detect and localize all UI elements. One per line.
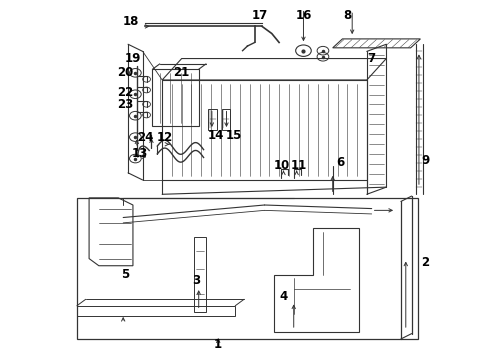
Text: 12: 12	[156, 131, 173, 144]
Bar	[194, 237, 206, 312]
Text: 23: 23	[118, 99, 134, 112]
Text: 10: 10	[273, 159, 290, 172]
Bar	[77, 198, 418, 339]
Text: 24: 24	[137, 131, 153, 144]
Text: 20: 20	[118, 66, 134, 79]
Bar	[152, 69, 199, 126]
Text: 16: 16	[295, 9, 312, 22]
Text: 5: 5	[122, 268, 130, 281]
Text: 17: 17	[251, 9, 268, 22]
Text: 22: 22	[118, 86, 134, 99]
Text: 21: 21	[173, 66, 190, 79]
Text: 19: 19	[125, 52, 141, 65]
Text: 18: 18	[122, 14, 139, 27]
Text: 15: 15	[226, 129, 243, 142]
Text: 3: 3	[192, 274, 200, 287]
Text: 4: 4	[280, 289, 288, 303]
Text: 7: 7	[368, 52, 376, 65]
Bar	[77, 306, 235, 316]
Text: 14: 14	[208, 129, 224, 142]
Text: 8: 8	[343, 9, 351, 22]
Text: 11: 11	[291, 159, 307, 172]
Text: 13: 13	[132, 147, 148, 160]
Text: 9: 9	[421, 154, 429, 167]
Text: 6: 6	[336, 156, 344, 168]
Text: 2: 2	[421, 256, 429, 269]
Text: 1: 1	[214, 338, 222, 351]
